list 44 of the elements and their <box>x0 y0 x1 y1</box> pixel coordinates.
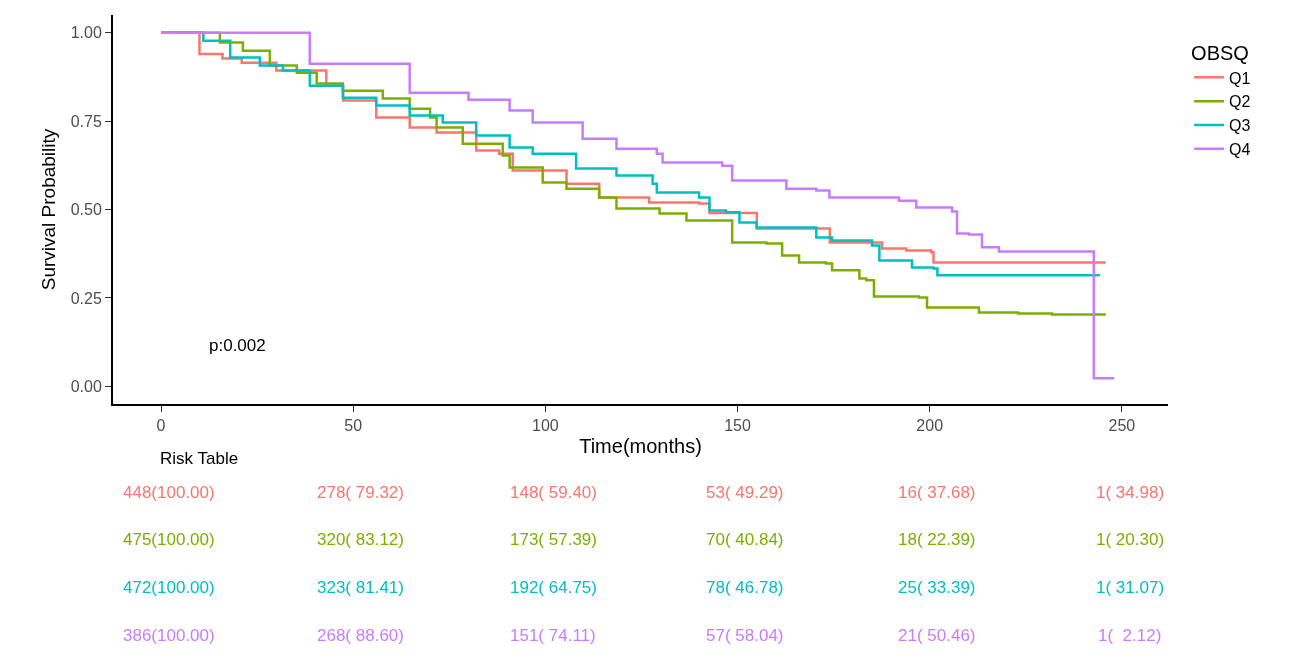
annotation: p:0.002 <box>209 336 266 355</box>
text: 472(100.00) <box>123 578 215 597</box>
text: 268( 88.60) <box>317 626 404 645</box>
text: 475(100.00) <box>123 530 215 549</box>
text: 18( 22.39) <box>898 530 976 549</box>
text: 192( 64.75) <box>510 578 597 597</box>
y-tick-label: 0.00 <box>70 377 102 395</box>
text: 78( 46.78) <box>706 578 784 597</box>
y-tick-label: 0.75 <box>70 112 102 130</box>
text: 53( 49.29) <box>706 483 784 502</box>
x-tick-label: 250 <box>1108 417 1136 435</box>
y-axis-title: Survival Probability <box>38 128 60 291</box>
y-tick-label: 0.25 <box>70 289 102 307</box>
legend-title: OBSQ <box>1191 42 1249 65</box>
text: 70( 40.84) <box>706 530 784 549</box>
x-axis-title: Time(months) <box>579 435 702 458</box>
legend-label: Q3 <box>1229 117 1251 135</box>
x-tick-label: 100 <box>532 417 559 435</box>
text: 323( 81.41) <box>317 578 404 597</box>
text: 151( 74.11) <box>510 626 596 645</box>
x-tick-label: 0 <box>156 417 166 435</box>
x-tick-label: 50 <box>344 417 363 435</box>
text: 386(100.00) <box>123 626 215 645</box>
y-tick-label: 0.50 <box>70 201 102 219</box>
legend-label: Q4 <box>1229 140 1251 158</box>
y-tick-label: 1.00 <box>70 24 102 42</box>
text: 1( 34.98) <box>1096 483 1165 502</box>
text: 1( 31.07) <box>1096 578 1165 597</box>
text: 21( 50.46) <box>898 626 976 645</box>
text: 173( 57.39) <box>510 530 597 549</box>
x-tick-label: 150 <box>724 417 751 435</box>
text: 148( 59.40) <box>510 483 597 502</box>
text: 16( 37.68) <box>898 483 976 502</box>
text: 1( 20.30) <box>1096 530 1165 549</box>
text: 278( 79.32) <box>317 483 404 502</box>
x-tick-label: 200 <box>916 417 944 435</box>
text: Risk Table <box>160 449 239 468</box>
text: 448(100.00) <box>123 483 215 502</box>
text: 57( 58.04) <box>706 626 784 645</box>
legend-label: Q1 <box>1229 69 1251 87</box>
text: 25( 33.39) <box>898 578 976 597</box>
text: 1( 2.12) <box>1098 626 1162 645</box>
text: 320( 83.12) <box>317 530 404 549</box>
legend-label: Q2 <box>1229 93 1251 111</box>
